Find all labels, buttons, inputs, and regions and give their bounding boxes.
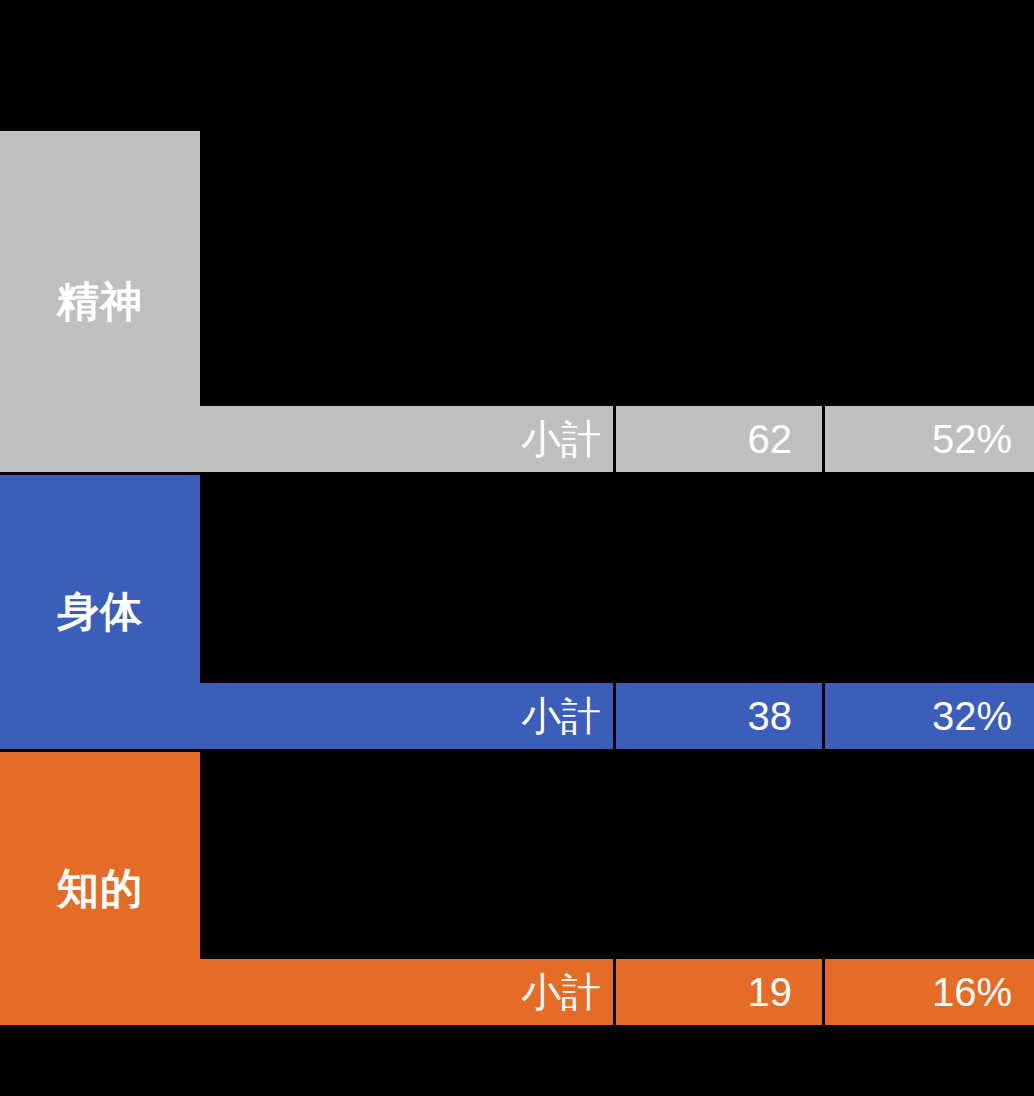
subtotal-label: 小計: [521, 689, 601, 744]
subtotal-percent: 32%: [932, 694, 1012, 739]
subtotal-count: 19: [748, 970, 793, 1015]
subtotal-count: 62: [748, 417, 793, 462]
subtotal-row-chiteki: 小計 19 16%: [200, 959, 1034, 1025]
subtotal-percent-cell[interactable]: 16%: [822, 959, 1034, 1025]
subtotal-count-cell[interactable]: 38: [613, 683, 822, 749]
subtotal-label-cell[interactable]: 小計: [200, 683, 613, 749]
category-cell-seishin[interactable]: 精神: [0, 131, 200, 472]
subtotal-percent: 52%: [932, 417, 1012, 462]
subtotal-label-cell[interactable]: 小計: [200, 959, 613, 1025]
subtotal-percent-cell[interactable]: 32%: [822, 683, 1034, 749]
subtotal-count: 38: [748, 694, 793, 739]
subtotal-row-seishin: 小計 62 52%: [200, 406, 1034, 472]
category-label: 精神: [57, 274, 143, 330]
subtotal-percent-cell[interactable]: 52%: [822, 406, 1034, 472]
subtotal-count-cell[interactable]: 19: [613, 959, 822, 1025]
subtotal-label-cell[interactable]: 小計: [200, 406, 613, 472]
category-cell-chiteki[interactable]: 知的: [0, 752, 200, 1025]
subtotal-label: 小計: [521, 965, 601, 1020]
subtotal-row-shintai: 小計 38 32%: [200, 683, 1034, 749]
section-seishin: 精神 小計 62 52%: [0, 131, 1034, 472]
category-cell-shintai[interactable]: 身体: [0, 475, 200, 749]
section-chiteki: 知的 小計 19 16%: [0, 752, 1034, 1025]
subtotal-label: 小計: [521, 412, 601, 467]
subtotal-count-cell[interactable]: 62: [613, 406, 822, 472]
category-table: 精神 小計 62 52% 身体 小計: [0, 131, 1034, 1028]
category-label: 身体: [57, 584, 143, 640]
subtotal-percent: 16%: [932, 970, 1012, 1015]
category-label: 知的: [57, 861, 143, 917]
section-shintai: 身体 小計 38 32%: [0, 475, 1034, 749]
spreadsheet-canvas: 精神 小計 62 52% 身体 小計: [0, 0, 1034, 1096]
